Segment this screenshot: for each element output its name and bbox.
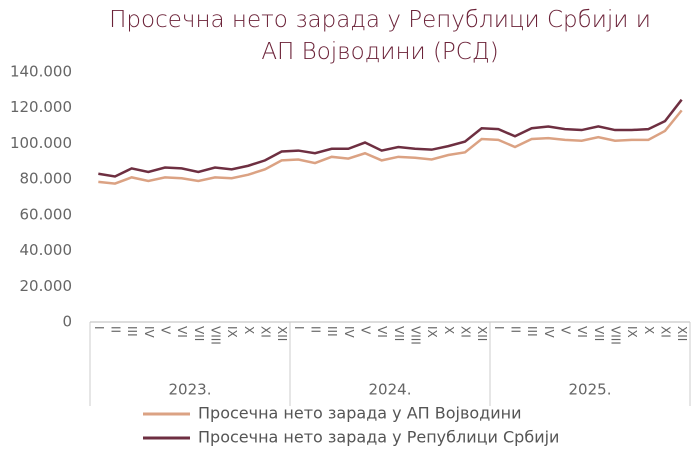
x-tick-label: VII [592, 326, 606, 341]
y-tick-label: 140.000 [10, 63, 72, 81]
x-tick-label: II [109, 326, 123, 333]
x-tick-label: XII [475, 326, 489, 341]
y-tick-label: 40.000 [20, 241, 73, 259]
chart-title: Просечна нето зарада у Републици Србији … [109, 7, 651, 65]
x-tick-label: IX [625, 326, 639, 338]
x-tick-label: VII [192, 326, 206, 341]
x-tick-label: III [525, 326, 539, 337]
x-tick-label: XI [659, 326, 673, 338]
x-tick-label: V [159, 326, 173, 335]
x-tick-label: XI [459, 326, 473, 338]
x-tick-label: X [442, 326, 456, 334]
x-tick-label: VIII [209, 326, 223, 345]
legend-label: Просечна нето зарада у Републици Србији [198, 428, 559, 447]
x-tick-label: VII [392, 326, 406, 341]
x-tick-label: IX [225, 326, 239, 338]
x-tick-label: IV [342, 326, 356, 339]
x-tick-label: I [92, 326, 106, 330]
x-tick-label: VIII [409, 326, 423, 345]
y-tick-label: 0 [62, 313, 72, 331]
x-tick-label: II [509, 326, 523, 333]
x-tick-label: XII [275, 326, 289, 341]
x-tick-label: VI [575, 326, 589, 338]
x-tick-label: IV [142, 326, 156, 339]
x-tick-label: VI [175, 326, 189, 338]
series-line [98, 109, 683, 185]
x-tick-label: X [242, 326, 256, 334]
y-tick-label: 120.000 [10, 98, 72, 116]
x-tick-label: X [642, 326, 656, 334]
x-tick-label: IX [425, 326, 439, 338]
x-tick-label: XII [675, 326, 689, 341]
series-line [98, 98, 683, 178]
x-tick-label: IV [542, 326, 556, 339]
x-tick-label: III [325, 326, 339, 337]
x-tick-label: VIII [609, 326, 623, 345]
x-tick-label: I [292, 326, 306, 330]
group-label: 2024. [369, 381, 412, 399]
x-tick-label: VI [375, 326, 389, 338]
x-tick-label: V [559, 326, 573, 335]
x-tick-label: II [309, 326, 323, 333]
x-tick-label: V [359, 326, 373, 335]
legend-label: Просечна нето зарада у АП Војводини [198, 404, 522, 423]
x-tick-label: III [125, 326, 139, 337]
group-label: 2025. [569, 381, 612, 399]
x-tick-label: XI [259, 326, 273, 338]
y-tick-label: 80.000 [20, 170, 73, 188]
y-tick-label: 60.000 [20, 205, 73, 223]
y-tick-label: 20.000 [20, 277, 73, 295]
group-label: 2023. [169, 381, 212, 399]
y-tick-label: 100.000 [10, 134, 72, 152]
x-tick-label: I [492, 326, 506, 330]
